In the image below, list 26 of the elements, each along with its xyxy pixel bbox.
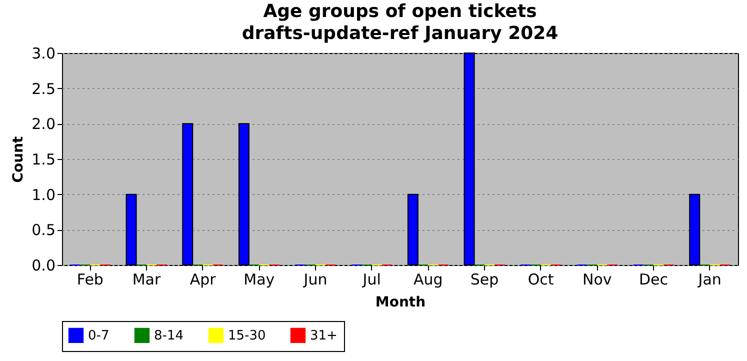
x-tick-label: Mar — [132, 270, 162, 288]
x-tick-label: Sep — [470, 270, 499, 288]
y-tick-label: 2.0 — [32, 115, 56, 134]
x-axis-title: Month — [375, 294, 426, 310]
x-tick-label: Dec — [638, 270, 668, 288]
x-tick-label: Jan — [697, 270, 722, 288]
x-tick-label: Apr — [190, 270, 217, 288]
y-tick-label: 3.0 — [32, 44, 56, 62]
y-tick-label: 1.5 — [32, 150, 56, 168]
legend-label: 31+ — [310, 328, 338, 344]
y-axis-title: Count — [10, 136, 27, 183]
legend-label: 15-30 — [228, 328, 266, 344]
legend-label: 0-7 — [88, 328, 110, 344]
y-tick-label: 1.0 — [32, 186, 56, 204]
x-tick-label: Jun — [302, 270, 328, 288]
chart-title: Age groups of open tickets drafts-update-ref January 2024 — [242, 1, 558, 44]
legend-label: 8-14 — [154, 328, 184, 344]
x-tick-label: Nov — [582, 270, 612, 288]
x-tick-label: May — [244, 270, 275, 288]
x-tick-label: Jul — [362, 270, 381, 288]
y-tick-label: 0.5 — [32, 221, 56, 240]
y-tick-label: 2.5 — [32, 80, 56, 98]
x-tick-label: Aug — [414, 270, 443, 288]
y-tick-label: 0.0 — [32, 256, 56, 274]
x-tick-label: Feb — [76, 270, 104, 288]
x-tick-label: Oct — [528, 270, 554, 288]
